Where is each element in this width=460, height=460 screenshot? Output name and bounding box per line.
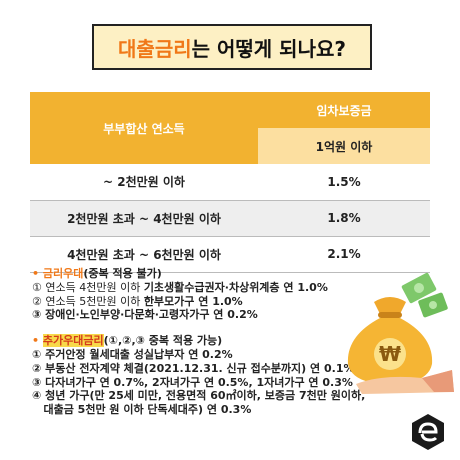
section2-suffix: (①,②,③ 중복 적용 가능) — [103, 334, 223, 348]
section1-heading: 금리우대 — [42, 267, 84, 280]
income-cell: 2천만원 초과 ~ 4천만원 이하 — [30, 200, 258, 237]
item-prefix: ① 연소득 4천만원 이하 — [32, 280, 144, 294]
rate-cell: 1.5% — [258, 164, 430, 201]
income-cell: 4천만원 초과 ~ 6천만원 이하 — [30, 236, 258, 273]
table-row: ~ 2천만원 이하 1.5% — [30, 164, 430, 201]
deposit-subheader: 1억원 이하 — [258, 128, 430, 164]
item-prefix: ② 연소득 5천만원 이하 — [32, 294, 144, 308]
income-column-header: 부부합산 연소득 — [30, 92, 258, 164]
item-bold: 한부모가구 연 1.0% — [143, 294, 243, 308]
table-row: 2천만원 초과 ~ 4천만원 이하 1.8% — [30, 200, 430, 237]
section1-title: • 금리우대(중복 적용 불가) — [32, 267, 432, 281]
income-cell: ~ 2천만원 이하 — [30, 164, 258, 201]
bullet: • — [32, 267, 40, 280]
rate-cell: 1.8% — [258, 200, 430, 237]
page-title: 대출금리 는 어떻게 되나요? — [92, 24, 372, 70]
item-bold: 기초생활수급권자·차상위계층 연 1.0% — [143, 280, 328, 294]
brand-logo-icon — [412, 414, 444, 450]
notes: • 금리우대(중복 적용 불가) ① 연소득 4천만원 이하 기초생활수급권자·… — [32, 267, 432, 417]
deposit-column-header: 임차보증금 — [258, 92, 430, 128]
section2-heading: 추가우대금리 — [42, 334, 104, 348]
rate-table: 부부합산 연소득 임차보증금 1억원 이하 ~ 2천만원 이하 1.5% 2천만… — [30, 92, 430, 273]
money-bag-icon: ₩ — [347, 272, 454, 394]
section2-title: • 추가우대금리(①,②,③ 중복 적용 가능) — [32, 334, 432, 348]
rate-cell: 2.1% — [258, 236, 430, 273]
won-symbol: ₩ — [379, 342, 401, 366]
list-item: ③ 다자녀가구 연 0.7%, 2자녀가구 연 0.5%, 1자녀가구 연 0.… — [32, 375, 353, 389]
list-item: ② 연소득 5천만원 이하 한부모가구 연 1.0% — [32, 295, 432, 309]
list-item: ② 부동산 전자계약 체결(2021.12.31. 신규 접수분까지) 연 0.… — [32, 361, 355, 375]
title-accent: 대출금리 — [118, 36, 192, 61]
item-bold: ③ 장애인·노인부양·다문화·고령자가구 연 0.2% — [32, 308, 258, 322]
section1-suffix: (중복 적용 불가) — [83, 267, 162, 280]
list-item: ① 주거안정 월세대출 성실납부자 연 0.2% — [32, 347, 233, 361]
table-row: 4천만원 초과 ~ 6천만원 이하 2.1% — [30, 236, 430, 273]
list-item: ③ 장애인·노인부양·다문화·고령자가구 연 0.2% — [32, 308, 432, 322]
banknote-icon — [418, 292, 448, 318]
bullet: • — [32, 334, 40, 348]
banknote-icon — [401, 272, 437, 304]
list-item: 대출금 5천만 원 이하 단독세대주) 연 0.3% — [32, 403, 252, 417]
title-rest: 는 어떻게 되나요? — [191, 36, 346, 61]
list-item: ④ 청년 가구(만 25세 미만, 전용면적 60㎡이하, 보증금 7천만 원이… — [32, 389, 366, 403]
list-item: ① 연소득 4천만원 이하 기초생활수급권자·차상위계층 연 1.0% — [32, 281, 432, 295]
